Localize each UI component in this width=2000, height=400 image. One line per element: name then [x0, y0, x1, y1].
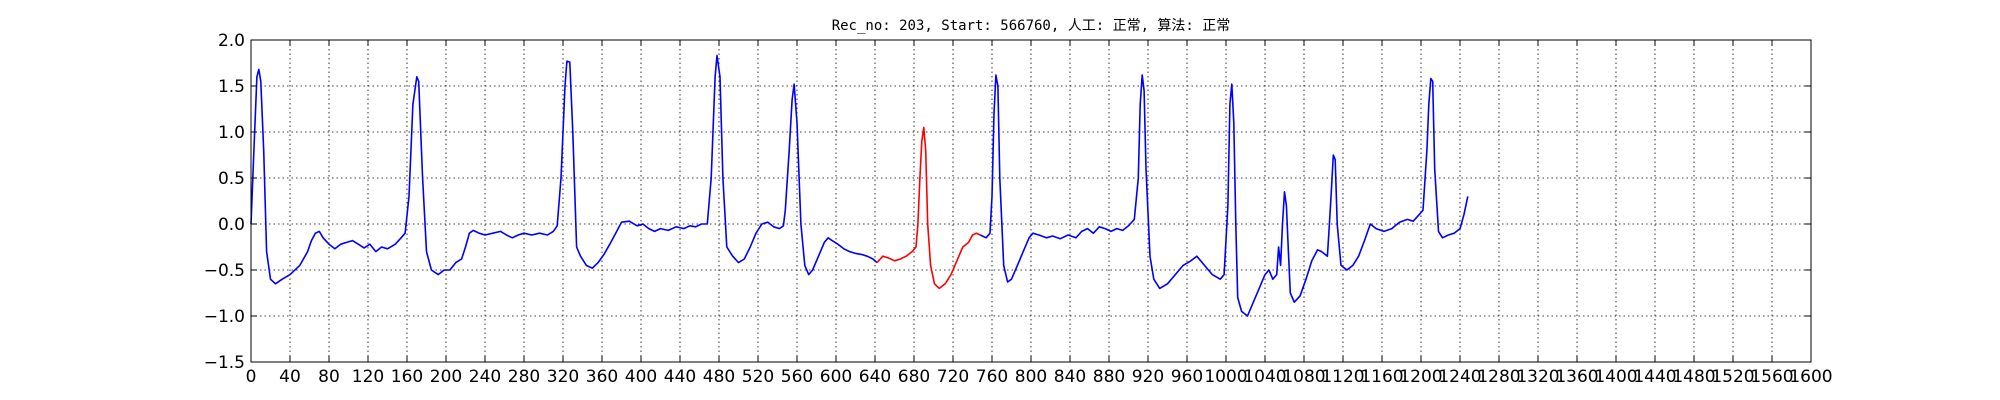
- y-tick-label: 1.5: [218, 77, 245, 97]
- y-tick-label: 2.0: [218, 31, 245, 51]
- y-tick-label: −1.5: [204, 353, 245, 373]
- y-tick-label: 1.0: [218, 123, 245, 143]
- x-tick-label: 360: [586, 367, 618, 387]
- x-tick-label: 1240: [1438, 367, 1481, 387]
- x-tick-label: 680: [898, 367, 930, 387]
- x-axis-ticks: 0 40 80 120 160 200 240 280 320 360 400 440 480 520 56…: [246, 40, 1833, 387]
- x-tick-label: 40: [279, 367, 301, 387]
- plot-area-frame: [250, 39, 1812, 363]
- x-tick-label: 1000: [1204, 367, 1247, 387]
- x-tick-label: 1600: [1789, 367, 1832, 387]
- x-tick-label: 440: [664, 367, 696, 387]
- y-tick-label: −1.0: [204, 307, 245, 327]
- x-tick-label: 760: [976, 367, 1008, 387]
- chart-title: Rec_no: 203, Start: 566760, 人工: 正常, 算法: …: [832, 18, 1231, 34]
- x-tick-label: 600: [820, 367, 852, 387]
- x-tick-label: 400: [625, 367, 657, 387]
- y-axis-ticks: −1.5 −1.0 −0.5 0.0 0.5 1.0 1.5 2.0: [204, 31, 1811, 373]
- x-tick-label: 560: [781, 367, 813, 387]
- x-tick-label: 1200: [1399, 367, 1442, 387]
- x-tick-label: 1480: [1672, 367, 1715, 387]
- x-tick-label: 240: [469, 367, 501, 387]
- x-tick-label: 840: [1054, 367, 1086, 387]
- x-tick-label: 160: [391, 367, 423, 387]
- x-tick-label: 1520: [1711, 367, 1754, 387]
- x-tick-label: 320: [547, 367, 579, 387]
- series-line: [250, 54, 878, 285]
- x-tick-label: 1160: [1360, 367, 1403, 387]
- series-line: [876, 126, 981, 290]
- y-tick-label: −0.5: [204, 261, 245, 281]
- x-tick-label: 200: [430, 367, 462, 387]
- x-tick-label: 480: [703, 367, 735, 387]
- x-tick-label: 120: [352, 367, 384, 387]
- x-tick-label: 1080: [1282, 367, 1325, 387]
- x-tick-label: 920: [1132, 367, 1164, 387]
- x-tick-label: 640: [859, 367, 891, 387]
- x-tick-label: 80: [318, 367, 340, 387]
- x-tick-label: 0: [246, 367, 257, 387]
- x-tick-label: 1280: [1477, 367, 1520, 387]
- x-tick-label: 1320: [1516, 367, 1559, 387]
- x-tick-label: 280: [508, 367, 540, 387]
- x-tick-label: 1440: [1633, 367, 1676, 387]
- x-tick-label: 800: [1015, 367, 1047, 387]
- x-tick-label: 1400: [1594, 367, 1637, 387]
- x-tick-label: 960: [1171, 367, 1203, 387]
- y-tick-label: 0.5: [218, 169, 245, 189]
- x-tick-label: 1120: [1321, 367, 1364, 387]
- grid: [251, 40, 1811, 362]
- y-tick-label: 0.0: [218, 215, 245, 235]
- x-tick-label: 1360: [1555, 367, 1598, 387]
- x-tick-label: 880: [1093, 367, 1125, 387]
- x-tick-label: 1560: [1750, 367, 1793, 387]
- x-tick-label: 720: [937, 367, 969, 387]
- series-lines: [250, 54, 1469, 317]
- x-tick-label: 1040: [1243, 367, 1286, 387]
- series-line: [979, 74, 1469, 317]
- x-tick-label: 520: [742, 367, 774, 387]
